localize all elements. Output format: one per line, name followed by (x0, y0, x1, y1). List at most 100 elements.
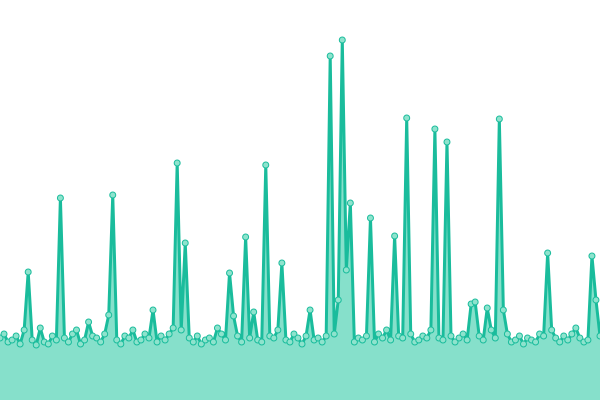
point (403, 114, 411, 122)
point (298, 340, 306, 348)
point (246, 334, 254, 342)
point (217, 330, 225, 338)
point (322, 332, 330, 340)
point (479, 336, 487, 344)
point (588, 252, 596, 260)
point (36, 324, 44, 332)
point (314, 334, 322, 342)
point (77, 340, 85, 348)
point (475, 332, 483, 340)
point (258, 338, 266, 346)
point (294, 334, 302, 342)
point (230, 312, 238, 320)
point (185, 334, 193, 342)
point (32, 341, 40, 349)
point (568, 330, 576, 338)
point (213, 324, 221, 332)
point (415, 336, 423, 344)
point (73, 326, 81, 334)
point (44, 340, 52, 348)
point (165, 330, 173, 338)
point (238, 338, 246, 346)
point (278, 259, 286, 267)
point (137, 336, 145, 344)
line (0, 38, 600, 347)
point (250, 308, 258, 316)
point (548, 326, 556, 334)
point (399, 334, 407, 342)
point (286, 338, 294, 346)
point (358, 336, 366, 344)
point (205, 334, 213, 342)
point (161, 336, 169, 344)
point (423, 334, 431, 342)
point (117, 340, 125, 348)
point (342, 266, 350, 274)
point (511, 336, 519, 344)
point (330, 330, 338, 338)
point (495, 115, 503, 123)
point (173, 159, 181, 167)
point (391, 232, 399, 240)
point (28, 336, 36, 344)
point (145, 334, 153, 342)
point (181, 239, 189, 247)
point (471, 298, 479, 306)
point (552, 334, 560, 342)
point (157, 332, 165, 340)
point (64, 338, 72, 346)
point (12, 332, 20, 340)
point (346, 199, 354, 207)
point (491, 334, 499, 342)
point (270, 334, 278, 342)
point (234, 332, 242, 340)
point (443, 138, 451, 146)
point (68, 330, 76, 338)
point (584, 336, 592, 344)
point (16, 340, 24, 348)
point (141, 330, 149, 338)
point (338, 36, 346, 44)
point (262, 161, 270, 169)
point (189, 338, 197, 346)
point (52, 336, 60, 344)
point (483, 304, 491, 312)
point (306, 306, 314, 314)
point (463, 336, 471, 344)
point (290, 330, 298, 338)
point (592, 296, 600, 304)
point (362, 332, 370, 340)
point (60, 334, 68, 342)
point (383, 326, 391, 334)
point (24, 268, 32, 276)
point (153, 338, 161, 346)
point (222, 336, 230, 344)
point (375, 330, 383, 338)
point (379, 334, 387, 342)
point (519, 340, 527, 348)
point (226, 269, 234, 277)
point (515, 332, 523, 340)
point (439, 336, 447, 344)
point (499, 306, 507, 314)
point (177, 326, 185, 334)
point (169, 324, 177, 332)
point (56, 194, 64, 202)
point (125, 334, 133, 342)
point (407, 330, 415, 338)
point (366, 214, 374, 222)
point (334, 296, 342, 304)
point (487, 326, 495, 334)
point (503, 330, 511, 338)
point (197, 340, 205, 348)
point (81, 336, 89, 344)
point (596, 332, 600, 340)
point (8, 336, 16, 344)
point (427, 326, 435, 334)
point (97, 338, 105, 346)
point (302, 332, 310, 340)
point (564, 336, 572, 344)
point (193, 332, 201, 340)
point (387, 336, 395, 344)
